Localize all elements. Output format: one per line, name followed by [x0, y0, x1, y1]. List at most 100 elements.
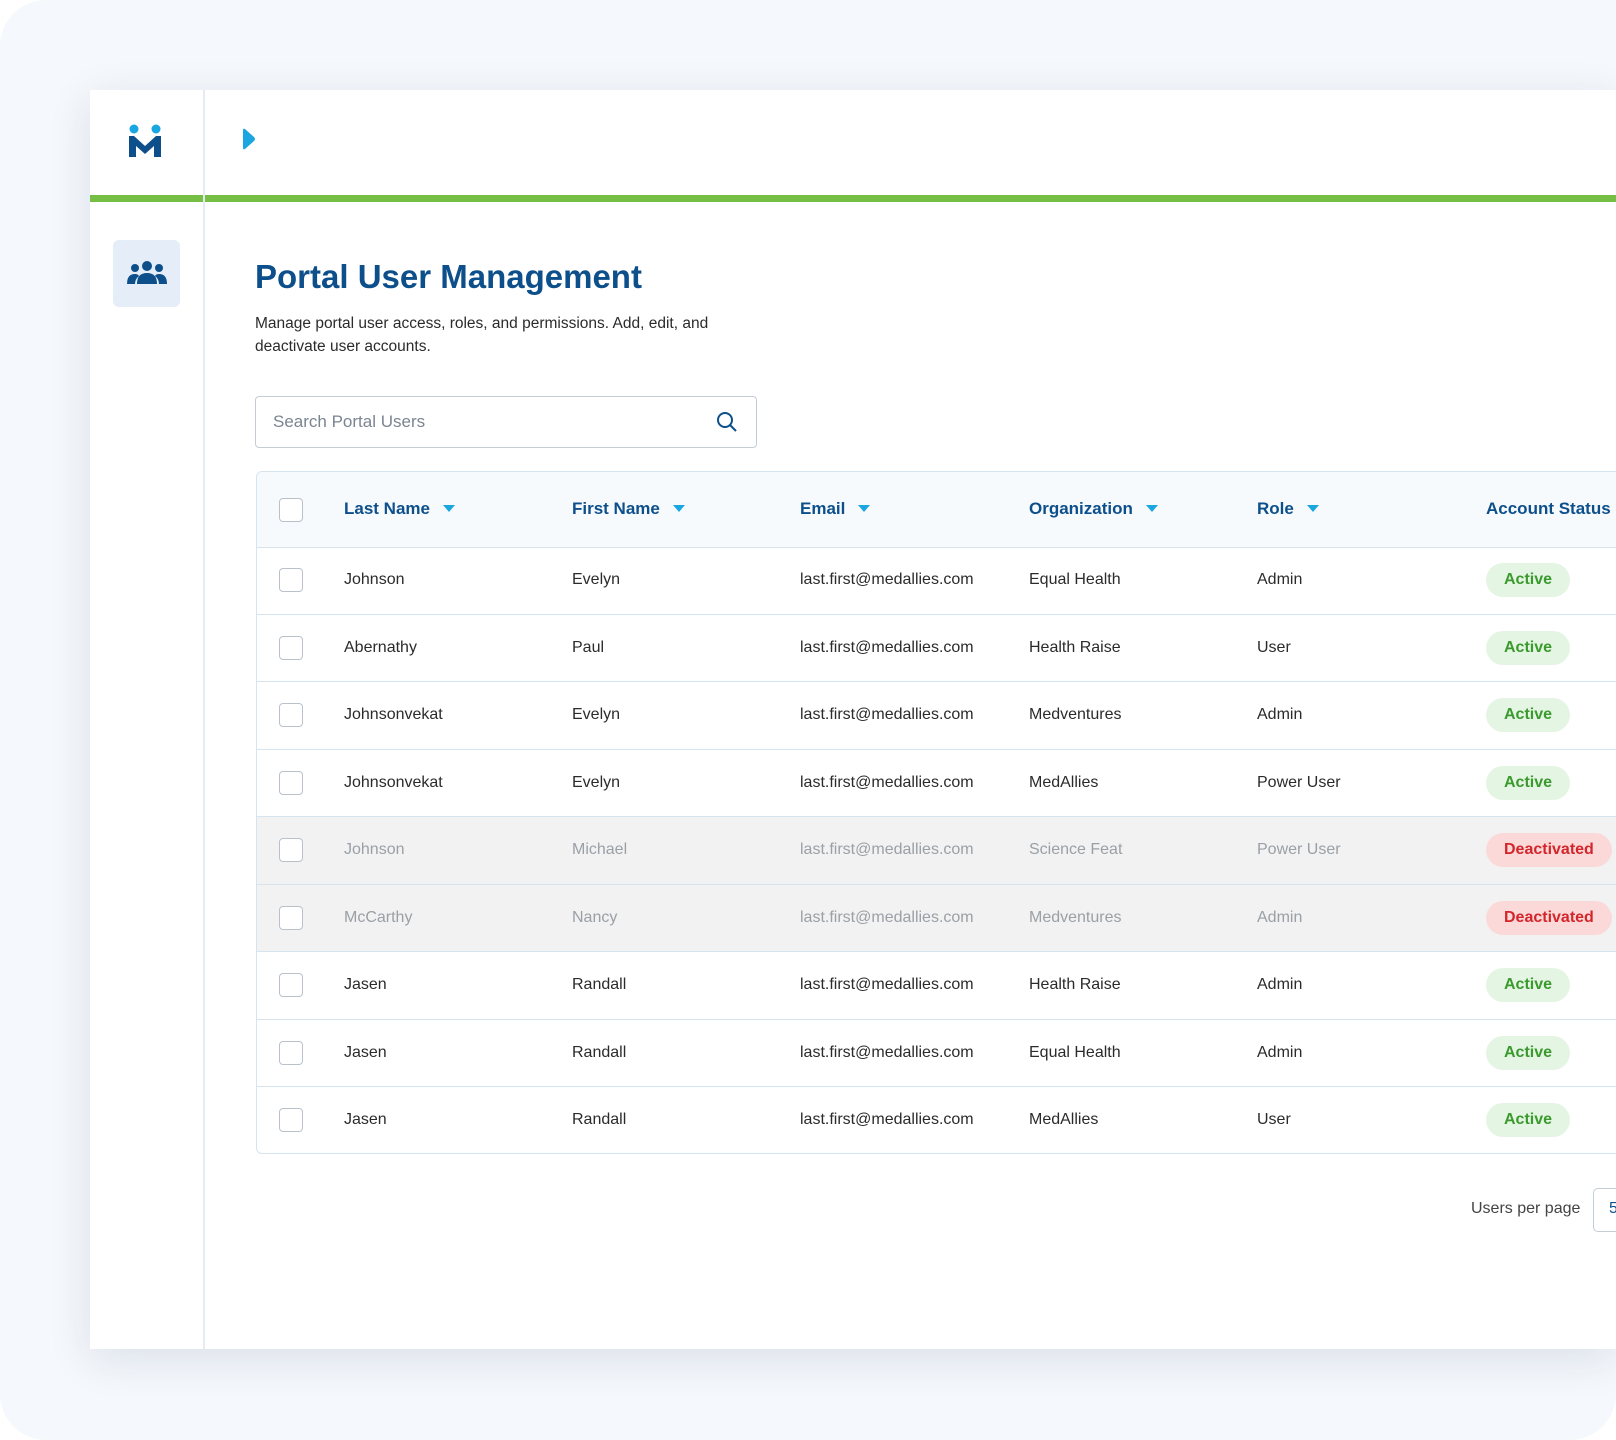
column-header[interactable]: First Name [572, 499, 686, 519]
table-row: Jasen Randall last.first@medallies.com Equa… [257, 1020, 1616, 1087]
row-checkbox[interactable] [279, 1040, 303, 1065]
table-row: Abernathy Paul last.first@medallies.com Hea… [257, 615, 1616, 682]
sort-icon[interactable] [442, 504, 456, 514]
search-placeholder: Search Portal Users [273, 412, 426, 431]
status-badge: Active [1486, 968, 1571, 1002]
table-cell: Medventures [1029, 908, 1122, 926]
table-cell: last.first@medallies.com [800, 841, 974, 858]
table-cell: Evelyn [572, 773, 621, 791]
table-header: Last Name First Name Email Organization Role… [257, 472, 1616, 548]
table-cell: last.first@medallies.com [800, 976, 974, 993]
table-cell: Admin [1257, 706, 1303, 723]
per-page-select[interactable]: 5 [1593, 1188, 1616, 1232]
table-cell: Abernathy [344, 638, 417, 656]
table-cell: Equal Health [1029, 1043, 1121, 1061]
page-description: Manage portal user access, roles, and pe… [255, 315, 709, 355]
table-cell: User [1257, 1111, 1291, 1128]
table-cell: last.first@medallies.com [800, 638, 974, 656]
table-cell: Johnsonvekat [344, 773, 443, 791]
status-badge: Active [1486, 698, 1571, 732]
status-badge: Active [1486, 1103, 1571, 1137]
table-cell: Nancy [572, 908, 618, 926]
status-badge: Active [1486, 630, 1571, 665]
logo [129, 124, 161, 157]
users-icon [127, 261, 167, 284]
table-cell: Health Raise [1029, 976, 1121, 993]
table-cell: Jasen [344, 1043, 387, 1061]
table-cell: MedAllies [1029, 773, 1099, 791]
column-header[interactable]: Role [1257, 499, 1320, 519]
top-bar [90, 90, 1616, 202]
page-title: Portal User Management [255, 258, 642, 295]
table-cell: Power User [1257, 773, 1341, 791]
status-badge: Active [1486, 765, 1571, 800]
table-cell: Evelyn [572, 571, 621, 588]
table-cell: Equal Health [1029, 571, 1121, 588]
table-cell: Evelyn [572, 706, 621, 723]
users-nav-button[interactable] [113, 240, 180, 307]
per-page-label: Users per page [1471, 1200, 1581, 1217]
column-header[interactable]: Account Status [1486, 499, 1611, 518]
table-cell: Paul [572, 638, 605, 656]
column-header[interactable]: Organization [1029, 499, 1159, 519]
column-header[interactable]: Email [800, 499, 871, 519]
table-cell: Admin [1257, 908, 1303, 926]
table-cell: last.first@medallies.com [800, 571, 974, 588]
row-checkbox[interactable] [279, 703, 303, 727]
table-cell: Science Feat [1029, 841, 1123, 858]
table-cell: Health Raise [1029, 638, 1121, 656]
row-checkbox[interactable] [279, 838, 303, 862]
per-page-value: 5 [1609, 1200, 1616, 1217]
status-badge: Deactivated [1486, 900, 1612, 935]
table-cell: User [1257, 638, 1291, 656]
table-row: Jasen Randall last.first@medallies.com MedA… [257, 1087, 1616, 1153]
row-checkbox[interactable] [279, 635, 303, 660]
row-checkbox[interactable] [279, 568, 303, 592]
sort-icon[interactable] [672, 504, 686, 514]
table-row: Johnsonvekat Evelyn last.first@medallies.c… [257, 750, 1616, 817]
table-cell: Randall [572, 976, 627, 993]
table-cell: MedAllies [1029, 1111, 1099, 1128]
search-box[interactable]: Search Portal Users [255, 396, 757, 448]
table-cell: Michael [572, 841, 628, 858]
table-row: Jasen Randall last.first@medallies.com Heal… [257, 952, 1616, 1020]
row-checkbox[interactable] [279, 973, 303, 997]
table-cell: last.first@medallies.com [800, 773, 974, 791]
table-cell: Randall [572, 1111, 627, 1128]
expand-toggle[interactable] [240, 128, 256, 150]
status-badge: Active [1486, 563, 1571, 597]
table-cell: Admin [1257, 571, 1303, 588]
status-badge: Deactivated [1486, 833, 1612, 867]
table-row: Johnsonvekat Evelyn last.first@medallies.c… [257, 682, 1616, 750]
column-header[interactable]: Last Name [344, 499, 456, 519]
table-cell: Johnson [344, 571, 405, 588]
row-checkbox[interactable] [279, 905, 303, 930]
app-window: Portal User Management Manage portal use… [90, 90, 1616, 1349]
table-cell: Jasen [344, 976, 387, 993]
users-table: Last Name First Name Email Organization Role… [256, 471, 1616, 1154]
search-icon [717, 412, 737, 432]
table-cell: Johnson [344, 841, 405, 858]
table-row: McCarthy Nancy last.first@medallies.com Med… [257, 884, 1616, 952]
sort-icon[interactable] [1145, 504, 1159, 514]
row-checkbox[interactable] [279, 770, 303, 795]
table-cell: Power User [1257, 841, 1341, 858]
table-cell: Admin [1257, 1043, 1303, 1061]
table-cell: McCarthy [344, 908, 413, 926]
table-cell: last.first@medallies.com [800, 706, 974, 723]
sort-icon[interactable] [857, 504, 871, 514]
table-row: Johnson Michael last.first@medallies.com Sc… [257, 817, 1616, 885]
table-row: Johnson Evelyn last.first@medallies.com Equ… [257, 547, 1616, 615]
table-cell: Johnsonvekat [344, 706, 443, 723]
sort-icon[interactable] [1306, 504, 1320, 514]
table-cell: Jasen [344, 1111, 387, 1128]
row-checkbox[interactable] [279, 1108, 303, 1132]
table-cell: Admin [1257, 976, 1303, 993]
status-badge: Active [1486, 1035, 1571, 1070]
sidebar [90, 90, 205, 1349]
table-cell: Randall [572, 1043, 627, 1061]
table-cell: last.first@medallies.com [800, 1043, 974, 1061]
select-all-checkbox[interactable] [279, 498, 303, 522]
table-cell: Medventures [1029, 706, 1122, 723]
